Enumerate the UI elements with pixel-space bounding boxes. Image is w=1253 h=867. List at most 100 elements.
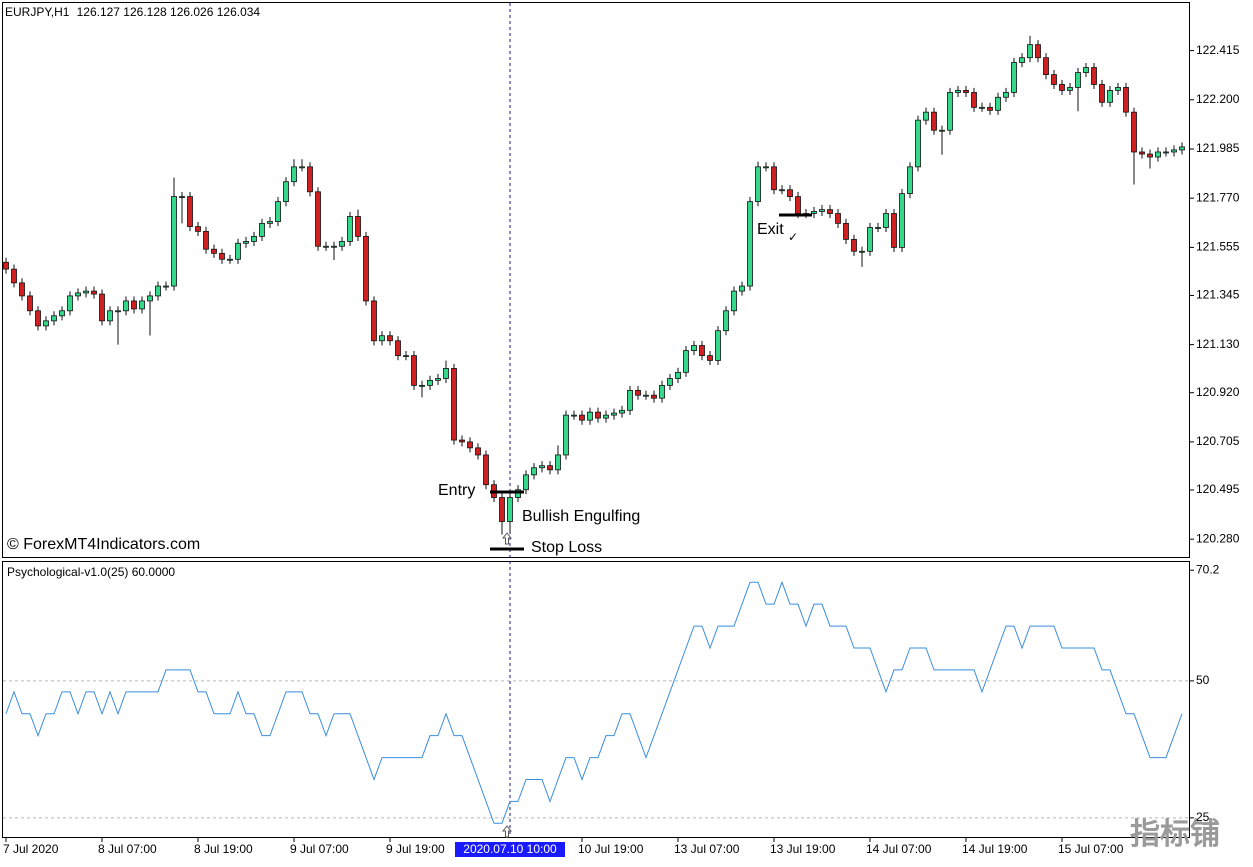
- candle-body: [635, 390, 641, 396]
- candle-body: [1003, 92, 1009, 98]
- candle-body: [155, 285, 161, 297]
- candle-body: [1083, 67, 1089, 73]
- candle-body: [907, 166, 913, 195]
- y-tick-label: 122.415: [1196, 43, 1240, 57]
- x-tick-label: 7 Jul 2020: [3, 842, 59, 856]
- candle-body: [1011, 62, 1017, 93]
- candle-body: [459, 439, 465, 443]
- candle-body: [723, 310, 729, 332]
- candle-body: [307, 166, 313, 193]
- candle-body: [795, 196, 801, 214]
- candle-body: [1059, 84, 1065, 91]
- candle-body: [715, 330, 721, 361]
- candle-body: [19, 282, 25, 297]
- candle-body: [963, 90, 969, 93]
- candle-body: [675, 371, 681, 379]
- candle-body: [1179, 146, 1185, 151]
- candle-body: [699, 345, 705, 357]
- candle-body: [227, 258, 233, 261]
- y-tick-label: 50: [1196, 673, 1210, 687]
- candle-body: [283, 181, 289, 203]
- candle-body: [979, 106, 985, 109]
- candle-body: [451, 368, 457, 441]
- candle-body: [1019, 57, 1025, 63]
- candle-body: [3, 261, 9, 270]
- candle-body: [571, 414, 577, 417]
- candle-body: [579, 414, 585, 421]
- candle-body: [947, 92, 953, 131]
- candle-body: [275, 201, 281, 222]
- candle-body: [667, 378, 673, 386]
- candle-body: [203, 230, 209, 250]
- symbol-title: EURJPY,H1: [5, 5, 70, 19]
- candle-body: [475, 447, 481, 456]
- candle-body: [43, 320, 49, 327]
- candle-body: [355, 216, 361, 237]
- candle-body: [363, 236, 369, 302]
- candle-body: [931, 111, 937, 131]
- candle-body: [611, 412, 617, 416]
- candle-body: [683, 350, 689, 373]
- candle-body: [371, 300, 377, 342]
- candle-body: [1115, 87, 1121, 91]
- candle-body: [555, 454, 561, 471]
- candle-body: [179, 196, 185, 198]
- candle-body: [651, 394, 657, 399]
- grid-layer: [3, 3, 1194, 842]
- candle-body: [1027, 44, 1033, 59]
- copyright: © ForexMT4Indicators.com: [7, 536, 200, 553]
- candle-body: [171, 196, 177, 287]
- candle-body: [91, 290, 97, 295]
- x-tick-label: 8 Jul 07:00: [98, 842, 157, 856]
- candle-body: [163, 285, 169, 288]
- candle-body: [507, 497, 513, 522]
- candle-body: [731, 290, 737, 312]
- candle-body: [75, 292, 81, 297]
- crosshair-label-bg: [455, 842, 565, 857]
- candle-body: [1107, 90, 1113, 103]
- candle-body: [291, 166, 297, 183]
- candle-body: [955, 90, 961, 93]
- candle-body: [747, 201, 753, 287]
- candle-body: [347, 216, 353, 242]
- candle-body: [235, 242, 241, 260]
- candle-body: [131, 300, 137, 310]
- x-tick-label: 9 Jul 19:00: [386, 842, 445, 856]
- indicator-panel: [2, 561, 1190, 838]
- entry-label: Entry: [438, 482, 475, 499]
- candle-body: [1147, 153, 1153, 158]
- candle-body: [827, 209, 833, 214]
- pattern-label: Bullish Engulfing: [522, 508, 640, 525]
- candle-body: [1091, 67, 1097, 85]
- x-tick-label: 13 Jul 19:00: [770, 842, 836, 856]
- watermark: 指标铺: [1130, 818, 1220, 851]
- candle-body: [771, 166, 777, 191]
- indicator-title: Psychological-v1.0(25) 60.0000: [7, 565, 175, 579]
- candle-body: [107, 310, 113, 322]
- candle-body: [547, 465, 553, 471]
- candle-body: [11, 268, 17, 284]
- y-tick-label: 121.345: [1196, 288, 1240, 302]
- x-tick-label: 9 Jul 07:00: [290, 842, 349, 856]
- candle-body: [339, 241, 345, 247]
- candle-body: [899, 193, 905, 248]
- candle-body: [707, 355, 713, 361]
- candle-body: [499, 497, 505, 522]
- candle-body: [779, 189, 785, 192]
- candle-body: [299, 166, 305, 169]
- candle-body: [595, 411, 601, 419]
- candle-body: [331, 245, 337, 248]
- y-tick-label: 120.495: [1196, 482, 1240, 496]
- candle-body: [411, 355, 417, 386]
- candle-body: [315, 191, 321, 247]
- ohlc-readout: 126.127 126.128 126.026 126.034: [77, 5, 261, 19]
- candle-body: [99, 293, 105, 322]
- candle-body: [843, 222, 849, 240]
- candle-body: [691, 345, 697, 351]
- candle-body: [219, 252, 225, 260]
- candle-body: [995, 96, 1001, 111]
- signal-arrow: [501, 532, 513, 545]
- candle-body: [379, 335, 385, 342]
